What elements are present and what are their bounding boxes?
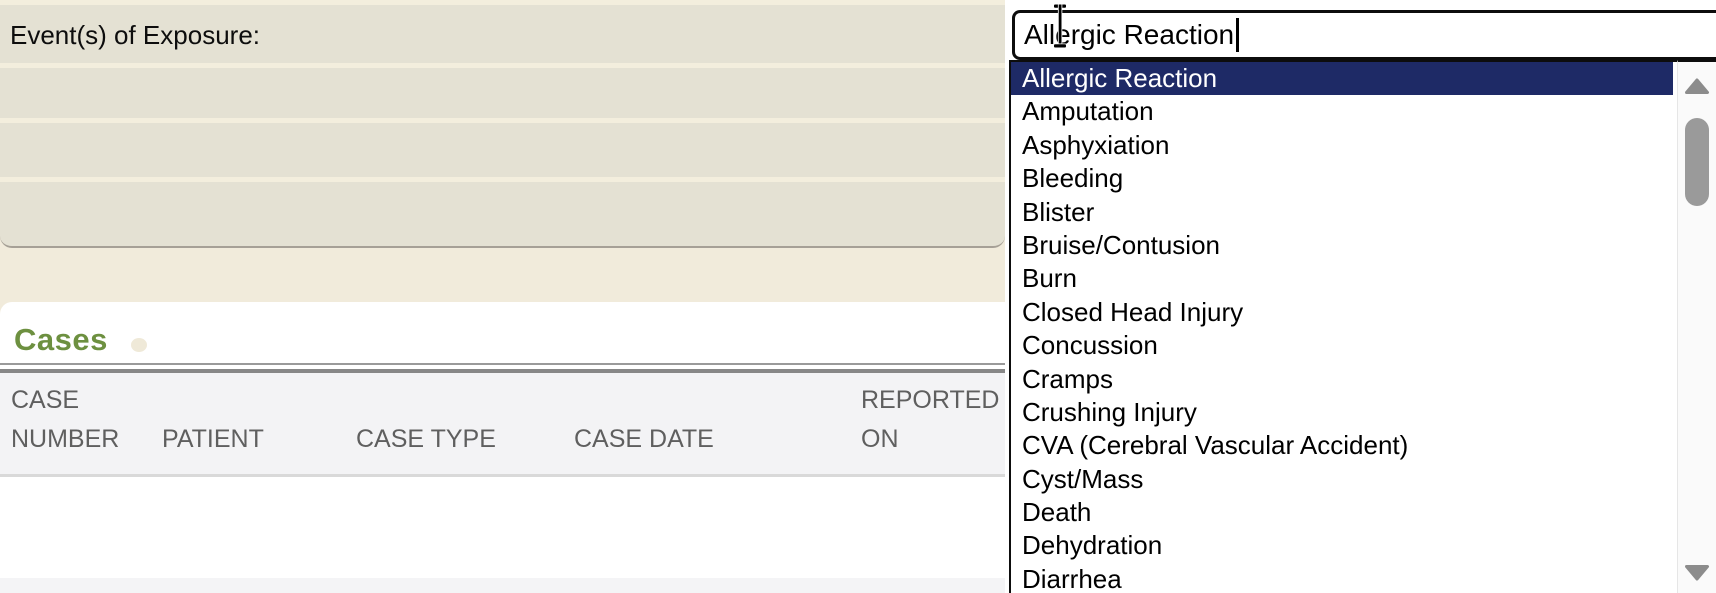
dropdown-scrollbar[interactable] [1677, 60, 1716, 593]
form-row-empty [0, 182, 1005, 243]
scroll-up-icon[interactable] [1684, 77, 1710, 95]
event-of-exposure-input[interactable]: Allergic Reaction [1012, 10, 1716, 60]
option-cyst-mass[interactable]: Cyst/Mass [1022, 463, 1144, 494]
column-header-reported-on: REPORTED ON [861, 386, 1000, 453]
cases-decoration-icon [131, 338, 147, 352]
option-bleeding[interactable]: Bleeding [1022, 163, 1124, 194]
column-header-patient: PATIENT [162, 425, 264, 453]
form-row-exposure-events: Event(s) of Exposure: [0, 5, 1005, 63]
option-cva-cerebral-vascular-accident[interactable]: CVA (Cerebral Vascular Accident) [1022, 430, 1409, 461]
option-death[interactable]: Death [1022, 497, 1092, 528]
form-row-empty [0, 123, 1005, 177]
form-row-separator [0, 177, 1005, 182]
ibeam-cursor-icon [1050, 3, 1070, 54]
scrollbar-thumb[interactable] [1685, 118, 1709, 206]
exposure-form-panel: Event(s) of Exposure: [0, 0, 1005, 248]
form-row-separator [0, 118, 1005, 123]
option-diarrhea[interactable]: Diarrhea [1022, 563, 1122, 593]
option-asphyxiation[interactable]: Asphyxiation [1022, 129, 1170, 160]
option-dehydration[interactable]: Dehydration [1022, 530, 1163, 561]
event-options-list: Allergic Reaction Amputation Asphyxiation B… [1009, 60, 1677, 593]
option-amputation[interactable]: Amputation [1022, 96, 1154, 127]
column-header-case-type: CASE TYPE [356, 425, 496, 453]
option-closed-head-injury[interactable]: Closed Head Injury [1022, 296, 1244, 327]
option-blister[interactable]: Blister [1022, 196, 1095, 227]
option-concussion[interactable]: Concussion [1022, 330, 1158, 361]
cases-divider [0, 363, 1716, 373]
option-bruise-contusion[interactable]: Bruise/Contusion [1022, 229, 1220, 260]
form-row-separator [0, 63, 1005, 68]
cases-table: CASE NUMBER PATIENT CASE TYPE CASE DATE REPO… [0, 373, 1716, 474]
event-options-dropdown: Allergic Reaction Amputation Asphyxiation B… [1005, 60, 1716, 593]
option-crushing-injury[interactable]: Crushing Injury [1022, 396, 1197, 427]
option-burn[interactable]: Burn [1022, 263, 1077, 294]
form-row-separator [0, 0, 1005, 5]
cases-header-row: CASE NUMBER PATIENT CASE TYPE CASE DATE REPO… [0, 373, 1716, 474]
cases-title: Cases [14, 322, 108, 357]
column-header-case-number: CASE NUMBER [11, 386, 120, 453]
events-of-exposure-label: Event(s) of Exposure: [10, 20, 260, 50]
text-caret [1236, 18, 1240, 52]
option-cramps[interactable]: Cramps [1022, 363, 1114, 394]
form-row-empty [0, 68, 1005, 118]
option-allergic-reaction[interactable]: Allergic Reaction [1011, 62, 1673, 96]
column-header-case-date: CASE DATE [574, 425, 714, 453]
scroll-down-icon[interactable] [1684, 564, 1710, 582]
